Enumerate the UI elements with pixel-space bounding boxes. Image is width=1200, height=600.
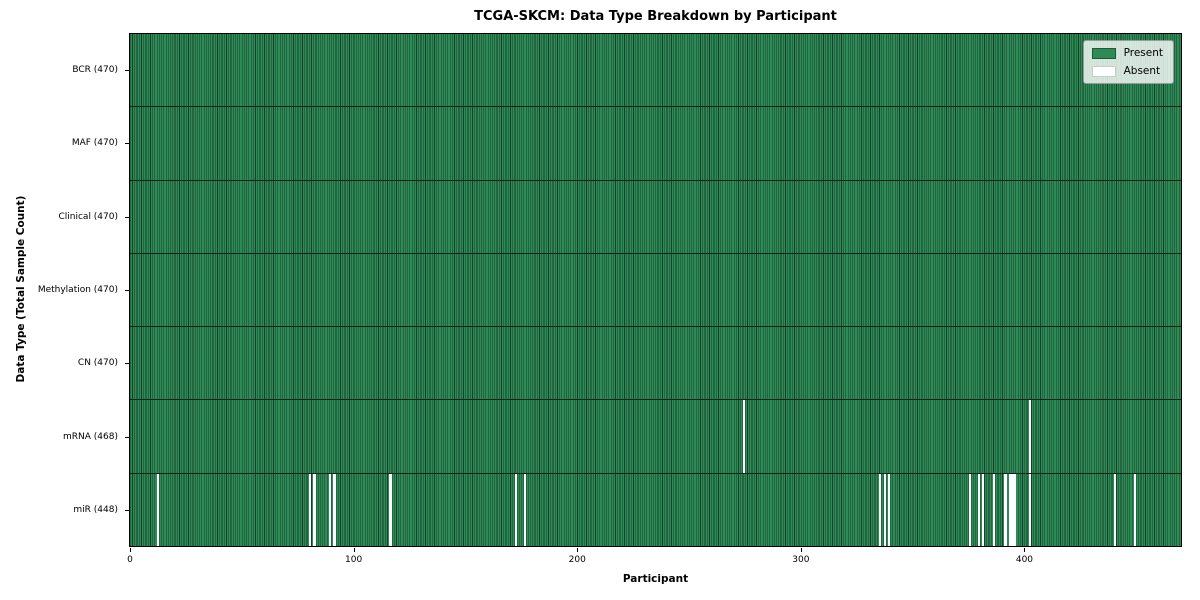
heatmap-row-methylation: [130, 253, 1181, 328]
x-axis-ticks: 0 100 200 300 400: [127, 548, 1182, 570]
y-axis-ticks: BCR (470) MAF (470) Clinical (470) Methylat…: [0, 33, 129, 547]
absent-cell: [333, 473, 336, 546]
absent-cell: [389, 473, 392, 546]
x-tick-label: 200: [568, 555, 586, 565]
x-tick-mark: [577, 548, 579, 552]
x-tick-label: 100: [345, 555, 363, 565]
y-tick-mark: [125, 216, 129, 218]
legend-entry-absent: Absent: [1091, 65, 1163, 77]
heatmap-row-clinical: [130, 180, 1181, 254]
heatmap-row-mrna: [130, 400, 1181, 474]
absent-cell: [1028, 473, 1032, 546]
y-tick-mark: [125, 436, 129, 438]
y-tick-label: mRNA (468): [63, 431, 118, 442]
absent-cell: [156, 473, 160, 546]
y-tick-label: MAF (470): [71, 138, 118, 149]
absent-cell: [329, 473, 332, 546]
y-tick-label: Methylation (470): [37, 285, 118, 295]
y-tick-label: miR (448): [73, 505, 118, 516]
legend: Present Absent: [1082, 40, 1174, 84]
y-tick-label: BCR (470): [72, 64, 118, 75]
absent-cell: [523, 473, 526, 546]
absent-cell: [1011, 473, 1014, 546]
legend-entry-present: Present: [1091, 47, 1163, 59]
absent-cell: [977, 473, 980, 546]
plot-area: Present Absent: [129, 33, 1182, 547]
heatmap-rows: [130, 34, 1181, 546]
absent-cell: [1028, 400, 1032, 473]
y-tick-mark: [125, 363, 129, 365]
absent-cell: [1013, 473, 1016, 546]
heatmap-row-maf: [130, 107, 1181, 181]
heatmap-row-mir: [130, 473, 1181, 546]
y-tick-mark: [125, 69, 129, 71]
x-tick-label: 400: [1015, 555, 1034, 565]
legend-label-absent: Absent: [1123, 65, 1161, 77]
chart-title: TCGA-SKCM: Data Type Breakdown by Partic…: [474, 9, 837, 24]
absent-cell: [1008, 473, 1012, 546]
heatmap-row-bcr: [130, 34, 1181, 108]
heatmap-row-cn: [130, 327, 1181, 401]
x-tick-mark: [800, 548, 802, 552]
x-axis-title: Participant: [622, 573, 689, 585]
y-tick-label: CN (470): [77, 358, 118, 369]
x-tick-label: 0: [127, 555, 133, 565]
y-tick-mark: [125, 510, 129, 512]
absent-cell: [883, 473, 886, 546]
absent-cell: [313, 473, 316, 546]
absent-cell: [888, 473, 891, 546]
y-tick-mark: [125, 143, 129, 145]
x-tick-label: 300: [792, 555, 810, 565]
absent-cell: [993, 473, 996, 546]
absent-cell: [742, 400, 745, 473]
absent-cell: [1134, 473, 1137, 546]
absent-cell: [879, 473, 882, 546]
legend-swatch-present-icon: [1091, 47, 1116, 59]
absent-cell: [1113, 473, 1117, 546]
absent-cell: [514, 473, 517, 546]
y-tick-mark: [125, 290, 129, 291]
x-tick-mark: [1024, 548, 1026, 552]
absent-cell: [981, 473, 985, 546]
absent-cell: [968, 473, 971, 546]
x-tick-mark: [130, 548, 131, 552]
x-tick-mark: [353, 548, 355, 552]
y-tick-label: Clinical (470): [58, 211, 118, 222]
absent-cell: [308, 473, 312, 546]
legend-swatch-absent-icon: [1091, 65, 1116, 77]
absent-cell: [1004, 473, 1007, 546]
legend-label-present: Present: [1123, 47, 1163, 59]
